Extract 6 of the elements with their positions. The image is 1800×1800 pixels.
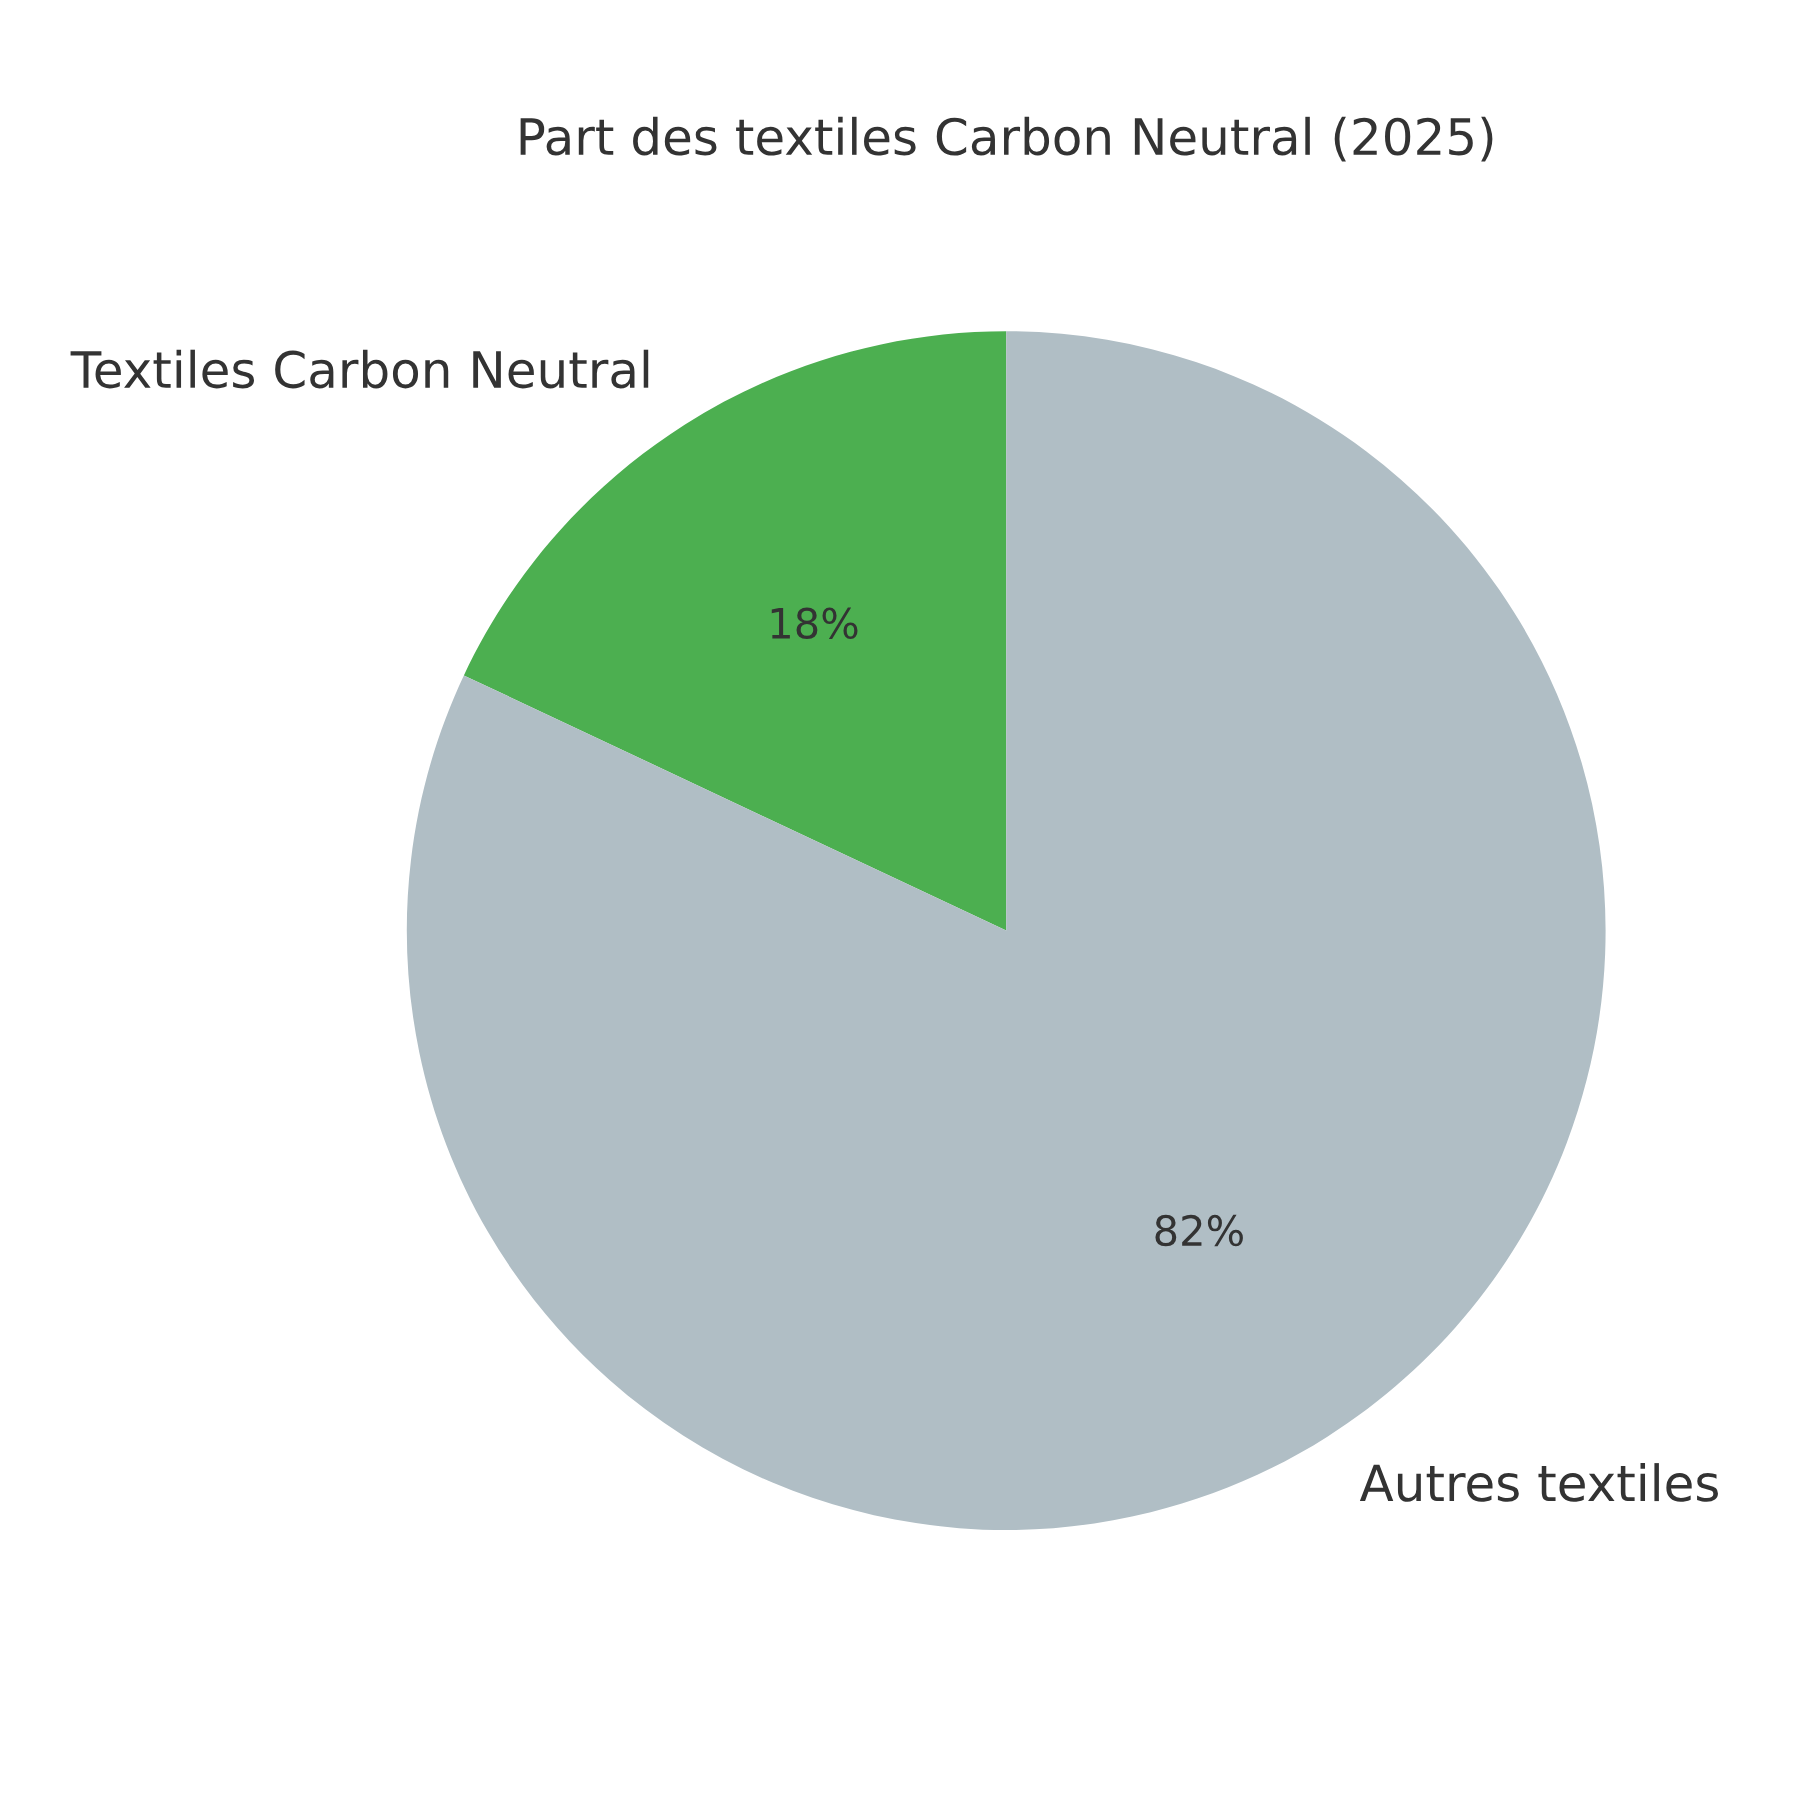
slice-label: Autres textiles bbox=[1359, 1463, 1718, 1502]
slice-label: Textiles Carbon Neutral bbox=[70, 349, 649, 389]
chart-title: Part des textiles Carbon Neutral (2025) bbox=[520, 116, 1493, 162]
data-label: 18% bbox=[771, 607, 858, 640]
pie-slice bbox=[463, 331, 1007, 931]
data-label: 82% bbox=[1155, 1214, 1243, 1247]
